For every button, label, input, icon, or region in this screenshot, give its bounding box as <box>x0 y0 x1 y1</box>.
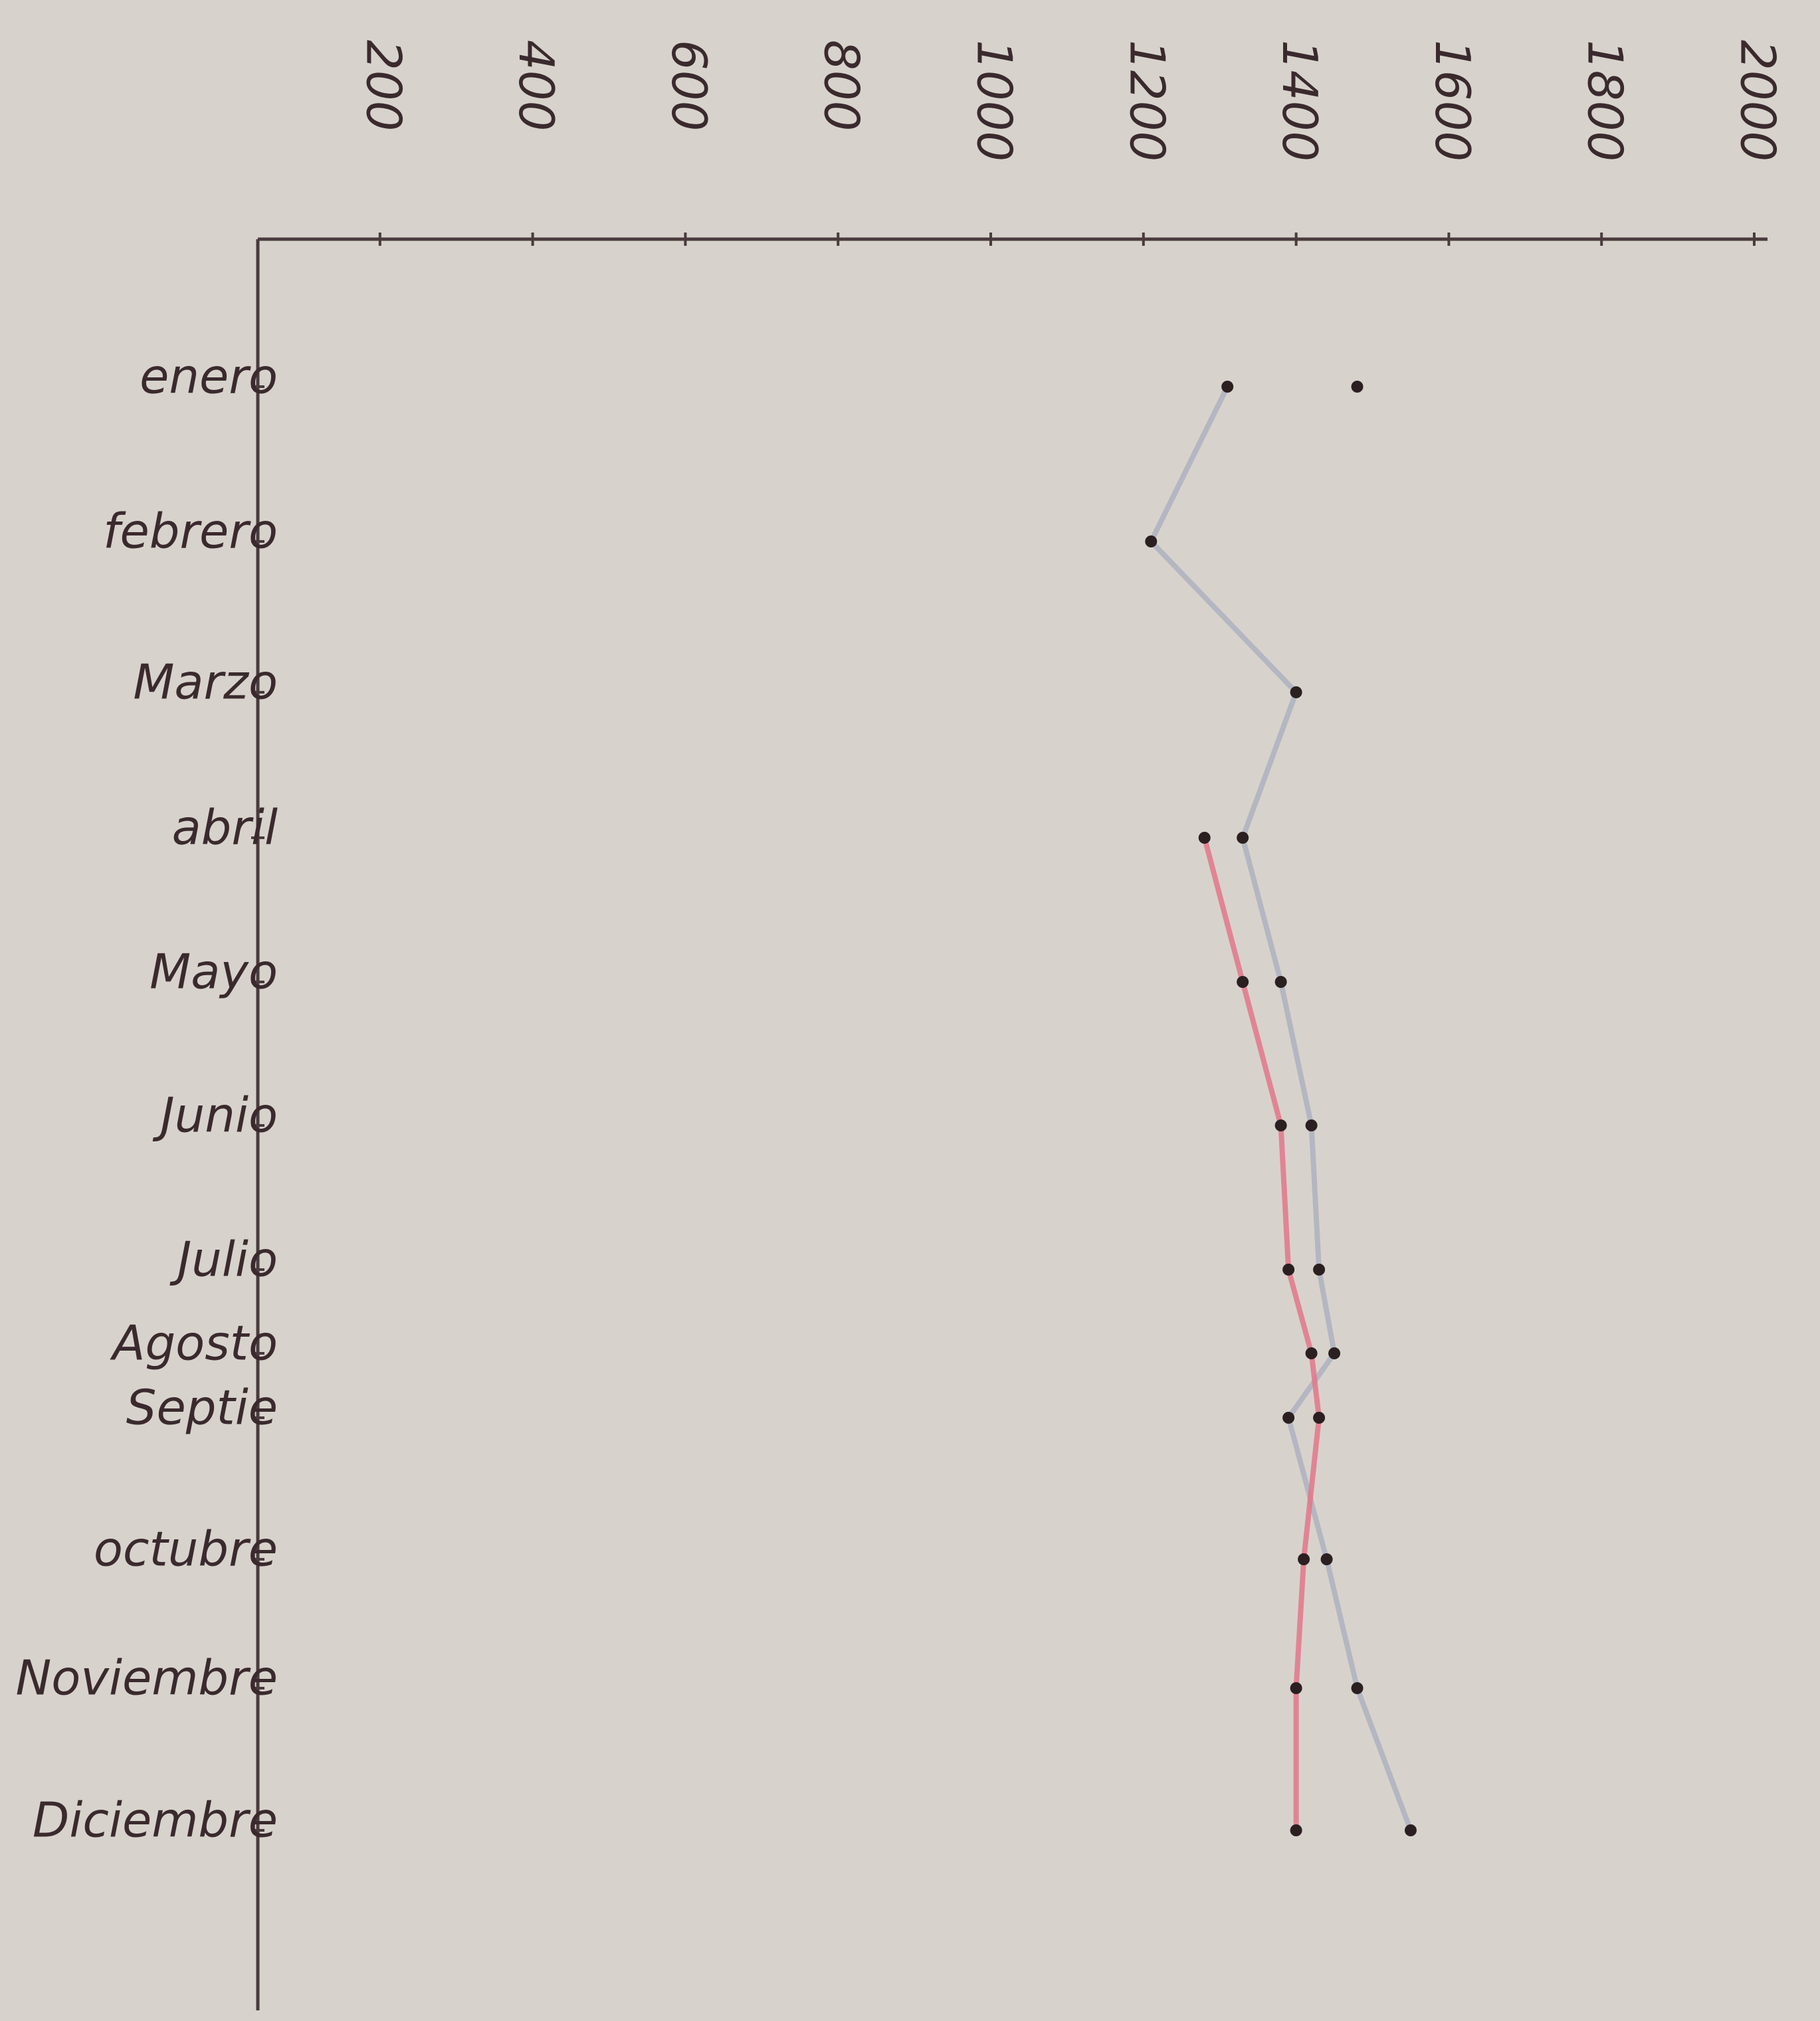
y-tick-label: Mayo <box>150 944 278 1000</box>
data-point <box>1282 1412 1295 1424</box>
series-line <box>1148 384 1413 1833</box>
x-tick-label: 1200 <box>1119 40 1175 161</box>
y-tick-label: febrero <box>103 504 278 559</box>
data-point <box>1145 535 1158 547</box>
x-tick-label: 1600 <box>1425 40 1480 161</box>
x-tick-label: 1800 <box>1577 40 1633 161</box>
data-point <box>1282 1264 1295 1276</box>
data-point <box>1305 1347 1318 1359</box>
x-tick-label: 200 <box>355 40 411 131</box>
data-point <box>1198 832 1211 844</box>
y-tick-label: Julio <box>169 1232 278 1288</box>
data-point <box>1290 1824 1302 1836</box>
x-tick-label: 800 <box>814 40 870 131</box>
data-point <box>1221 381 1234 393</box>
data-point <box>1351 1682 1364 1694</box>
data-point <box>1298 1553 1310 1565</box>
x-tick-label: 1000 <box>966 40 1022 161</box>
data-point <box>1305 1119 1318 1131</box>
data-point <box>1313 1412 1326 1424</box>
data-point <box>1237 976 1249 988</box>
data-point <box>1313 1264 1326 1276</box>
data-point <box>1351 381 1364 393</box>
y-tick-label: Junio <box>152 1088 278 1143</box>
data-point <box>1274 1119 1287 1131</box>
x-tick-label: 600 <box>661 40 717 131</box>
data-point <box>1237 832 1249 844</box>
data-point <box>1328 1347 1341 1359</box>
x-tick-label: 400 <box>508 40 564 131</box>
y-tick-label: Marzo <box>133 654 278 710</box>
data-point <box>1274 976 1287 988</box>
y-tick-label: abril <box>172 800 278 856</box>
y-tick-label: Noviembre <box>15 1650 278 1706</box>
y-tick-label: octubre <box>94 1521 278 1577</box>
y-tick-label: Septie <box>126 1380 278 1436</box>
data-point <box>1320 1553 1333 1565</box>
y-tick-label: Diciembre <box>33 1792 278 1848</box>
data-point <box>1290 1682 1302 1694</box>
data-point <box>1404 1824 1417 1836</box>
data-point <box>1290 686 1302 698</box>
x-tick-label: 1400 <box>1272 40 1328 161</box>
y-tick-label: enero <box>140 349 278 405</box>
x-tick-label: 2000 <box>1730 40 1785 161</box>
y-tick-label: Agosto <box>110 1315 278 1371</box>
